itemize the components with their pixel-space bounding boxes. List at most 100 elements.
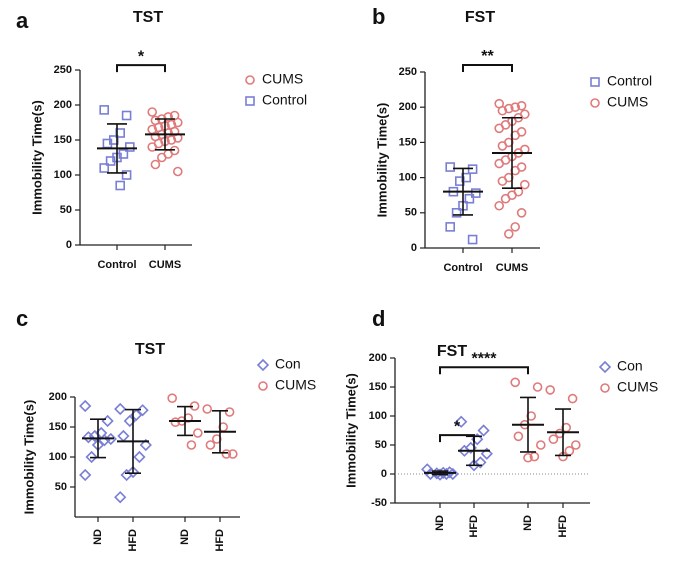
data-point [105, 156, 116, 166]
data-point [202, 404, 212, 414]
data-point [516, 208, 527, 218]
data-point [258, 381, 268, 391]
data-point [99, 105, 109, 115]
data-point [147, 142, 157, 152]
data-point [519, 179, 530, 190]
y-tick-label: 100 [399, 172, 417, 184]
significance-label: ** [481, 48, 494, 65]
data-point [467, 234, 478, 245]
data-point [548, 434, 559, 445]
x-tick-label: CUMS [496, 262, 528, 274]
data-point [79, 399, 92, 413]
data-point [79, 468, 92, 482]
data-point [516, 100, 527, 111]
significance-label: * [138, 48, 145, 65]
data-point [245, 75, 255, 85]
data-point [126, 465, 140, 479]
data-point [513, 431, 524, 442]
y-tick-label: 250 [54, 64, 72, 76]
data-point [136, 404, 149, 417]
data-point [570, 440, 581, 450]
y-tick-label: 100 [369, 410, 387, 422]
legend-label: Con [275, 356, 301, 372]
data-point [133, 450, 146, 464]
chart-title: TST [133, 9, 163, 26]
data-point [85, 450, 98, 464]
y-tick-label: 100 [54, 169, 72, 181]
data-point [503, 103, 514, 114]
data-point [445, 162, 456, 172]
data-point [114, 402, 127, 416]
significance-label: * [454, 418, 461, 435]
data-point [598, 360, 612, 374]
panel-label: d [372, 306, 385, 331]
data-point [480, 447, 493, 460]
panel: a TST Immobility Time(s) 0 50 100 150 200 250 Con… [16, 8, 307, 271]
data-point [114, 491, 127, 504]
data-point [167, 393, 177, 404]
y-axis-label: Immobility Time(s) [29, 100, 44, 215]
data-point [470, 188, 481, 198]
data-point [494, 158, 505, 169]
x-tick-label: Control [97, 259, 136, 271]
y-axis-label: Immobility Time(s) [21, 400, 36, 515]
data-point [139, 438, 152, 452]
significance-bracket [439, 434, 475, 443]
y-tick-label: 200 [54, 99, 72, 111]
y-tick-label: 200 [369, 352, 387, 364]
y-tick-label: 50 [375, 439, 387, 451]
panel-label: c [16, 306, 28, 331]
panel: c TST Immobility Time(s) 50 100 150 200 ND HFD ND… [16, 306, 316, 552]
x-tick-label: ND [434, 515, 446, 531]
y-tick-label: 150 [399, 136, 417, 148]
y-tick-label: 50 [405, 207, 417, 219]
x-tick-label: ND [179, 529, 191, 545]
y-tick-label: 150 [49, 421, 67, 433]
data-point [170, 417, 181, 428]
x-tick-label: ND [522, 515, 534, 531]
data-point [545, 385, 556, 395]
data-point [500, 193, 511, 204]
data-point [421, 463, 434, 476]
y-tick-label: 150 [54, 134, 72, 146]
legend-label: Control [607, 73, 652, 89]
y-tick-label: 200 [49, 391, 67, 403]
data-point [510, 222, 521, 232]
y-tick-label: 50 [60, 204, 72, 216]
data-point [99, 163, 109, 173]
data-point [494, 200, 505, 211]
y-tick-label: 150 [369, 381, 387, 393]
data-point [497, 176, 508, 186]
data-point [193, 428, 203, 438]
y-tick-label: 250 [399, 66, 417, 78]
x-tick-label: HFD [557, 515, 569, 538]
significance-label: **** [472, 350, 498, 367]
data-point [510, 102, 521, 112]
significance-bracket [439, 366, 529, 375]
data-point [121, 110, 132, 121]
y-tick-label: 50 [55, 481, 67, 493]
data-point [82, 431, 95, 444]
data-point [173, 117, 183, 128]
data-point [600, 383, 610, 393]
data-point [256, 358, 270, 372]
data-point [150, 159, 161, 170]
chart-title: FST [437, 343, 467, 360]
legend-label: Control [262, 92, 307, 108]
y-tick-label: -50 [371, 497, 387, 509]
data-point [117, 429, 130, 443]
data-point [173, 166, 183, 177]
data-point [221, 449, 232, 459]
y-axis-label: Immobility Time(s) [343, 373, 358, 488]
data-point [458, 444, 471, 457]
x-tick-label: ND [92, 529, 104, 545]
data-point [224, 407, 235, 417]
legend-label: Con [617, 358, 643, 374]
data-point [503, 229, 514, 239]
data-point [163, 112, 173, 122]
data-point [186, 440, 197, 450]
y-tick-label: 200 [399, 101, 417, 113]
data-point [147, 107, 157, 117]
data-point [115, 180, 125, 191]
